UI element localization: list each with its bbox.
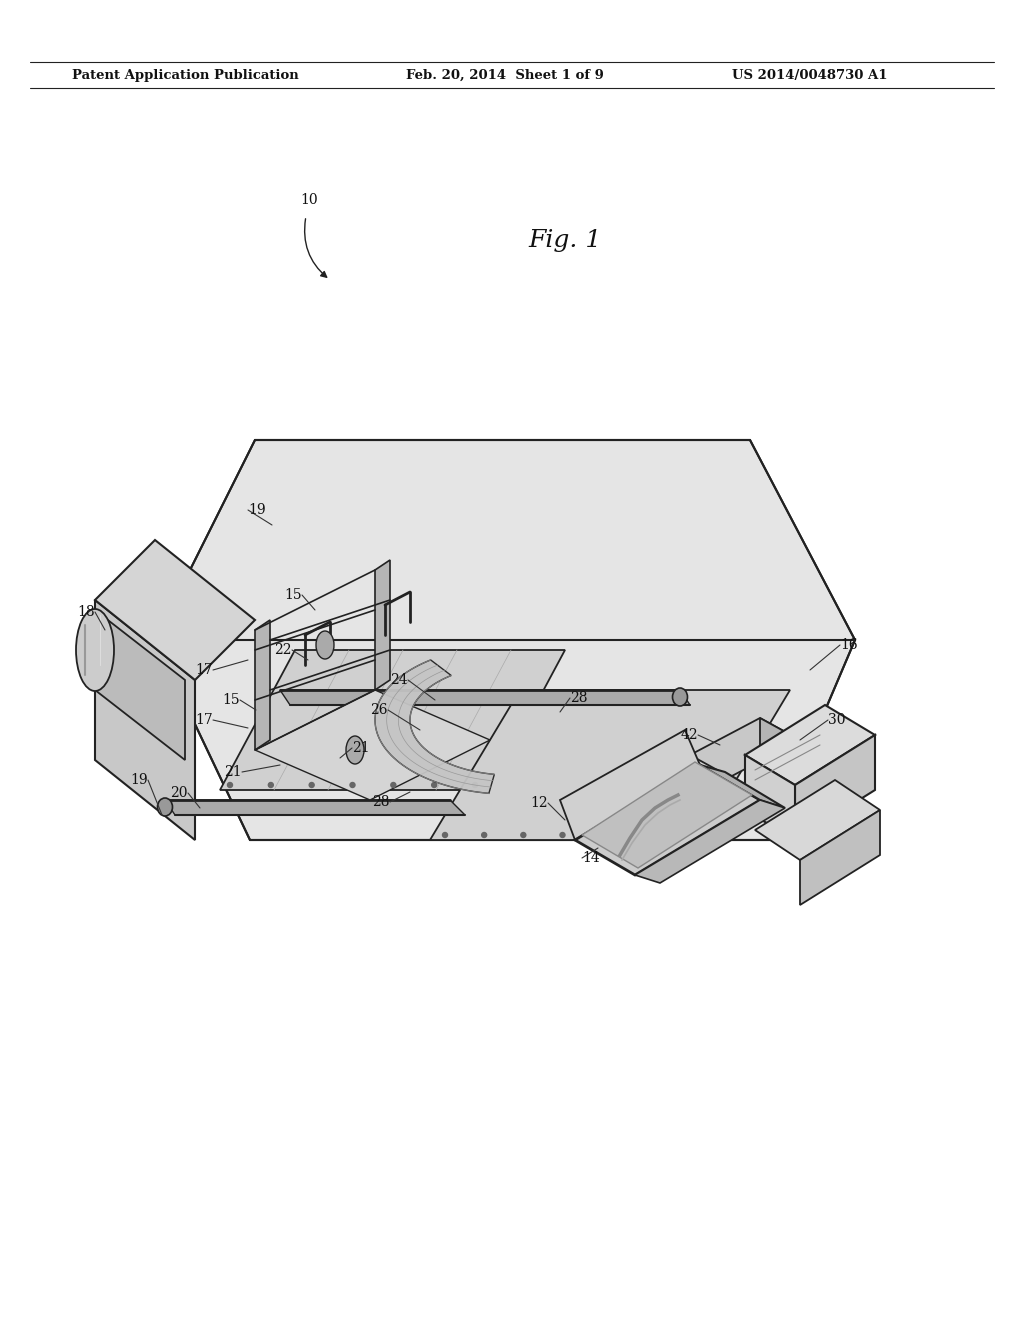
Circle shape [309, 783, 314, 788]
Text: 12: 12 [530, 796, 548, 810]
Text: 17: 17 [196, 713, 213, 727]
Circle shape [350, 783, 355, 788]
Text: 10: 10 [300, 193, 317, 207]
Polygon shape [582, 762, 752, 869]
Circle shape [678, 833, 683, 837]
Circle shape [432, 783, 436, 788]
Circle shape [391, 783, 396, 788]
Polygon shape [700, 766, 785, 808]
Circle shape [472, 783, 477, 788]
Text: 26: 26 [371, 704, 388, 717]
Polygon shape [635, 800, 785, 883]
Text: 15: 15 [285, 587, 302, 602]
Polygon shape [155, 440, 855, 840]
Polygon shape [95, 540, 255, 680]
Text: Patent Application Publication: Patent Application Publication [72, 69, 298, 82]
Text: 19: 19 [248, 503, 265, 517]
Polygon shape [95, 610, 185, 760]
Text: 18: 18 [78, 605, 95, 619]
Text: 42: 42 [680, 729, 698, 742]
Circle shape [227, 783, 232, 788]
Text: 30: 30 [828, 713, 846, 727]
Polygon shape [280, 690, 690, 705]
Text: 21: 21 [224, 766, 242, 779]
Text: 28: 28 [373, 795, 390, 809]
Polygon shape [430, 690, 790, 840]
Polygon shape [760, 718, 800, 789]
Ellipse shape [673, 688, 687, 706]
Circle shape [560, 833, 565, 837]
Polygon shape [255, 690, 490, 800]
Ellipse shape [158, 799, 172, 816]
Polygon shape [375, 560, 390, 690]
Text: Feb. 20, 2014  Sheet 1 of 9: Feb. 20, 2014 Sheet 1 of 9 [407, 69, 604, 82]
Text: 21: 21 [352, 741, 370, 755]
Text: 22: 22 [274, 643, 292, 657]
Polygon shape [375, 660, 495, 793]
Text: 19: 19 [130, 774, 148, 787]
Text: US 2014/0048730 A1: US 2014/0048730 A1 [732, 69, 888, 82]
Polygon shape [690, 718, 800, 777]
Polygon shape [755, 780, 880, 861]
Ellipse shape [76, 609, 114, 690]
Polygon shape [165, 800, 465, 814]
Polygon shape [745, 755, 795, 840]
Text: Fig. 1: Fig. 1 [528, 228, 602, 252]
Polygon shape [795, 735, 874, 840]
Polygon shape [255, 620, 270, 750]
Polygon shape [575, 766, 760, 875]
Polygon shape [220, 649, 565, 789]
Circle shape [638, 833, 643, 837]
Polygon shape [800, 810, 880, 906]
Text: 24: 24 [390, 673, 408, 686]
Circle shape [521, 833, 526, 837]
Circle shape [268, 783, 273, 788]
Text: 15: 15 [222, 693, 240, 708]
Circle shape [442, 833, 447, 837]
Text: 17: 17 [196, 663, 213, 677]
Polygon shape [745, 705, 874, 785]
Circle shape [481, 833, 486, 837]
Text: 28: 28 [570, 690, 588, 705]
Text: 16: 16 [840, 638, 858, 652]
Text: 20: 20 [171, 785, 188, 800]
Circle shape [599, 833, 604, 837]
Ellipse shape [316, 631, 334, 659]
Polygon shape [560, 730, 700, 840]
Ellipse shape [346, 737, 364, 764]
Text: 14: 14 [582, 851, 600, 865]
Polygon shape [95, 601, 195, 840]
